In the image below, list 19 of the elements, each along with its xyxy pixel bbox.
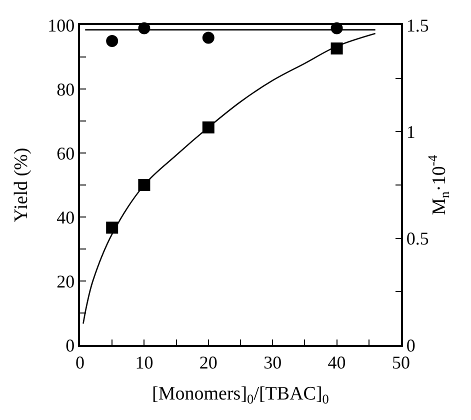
x-tick-label: 20 [199, 352, 218, 372]
y-tick-label: 20 [56, 271, 75, 292]
y2-tick-label: 1.5 [406, 15, 429, 36]
x-axis-title: [Monomers]$_{0}$/[TBAC]$_{0}$ [152, 384, 330, 407]
x-tick-label: 30 [264, 352, 282, 372]
point [106, 35, 118, 47]
y-tick-label: 60 [56, 143, 75, 164]
y2-tick-label: 0.5 [406, 228, 429, 249]
x-tick-label: 40 [328, 352, 346, 372]
y2-tick-label: 1 [406, 122, 416, 142]
point [202, 32, 214, 44]
x-tick-label: 10 [135, 352, 154, 372]
y-tick-label: 0 [66, 335, 75, 356]
y-tick-label: 40 [56, 207, 75, 228]
y-tick-label: 80 [56, 79, 75, 100]
line-series [82, 32, 376, 324]
point [106, 222, 118, 234]
y-tick-label: 100 [48, 15, 75, 36]
y-axis-title: Yield (%) [11, 148, 32, 222]
